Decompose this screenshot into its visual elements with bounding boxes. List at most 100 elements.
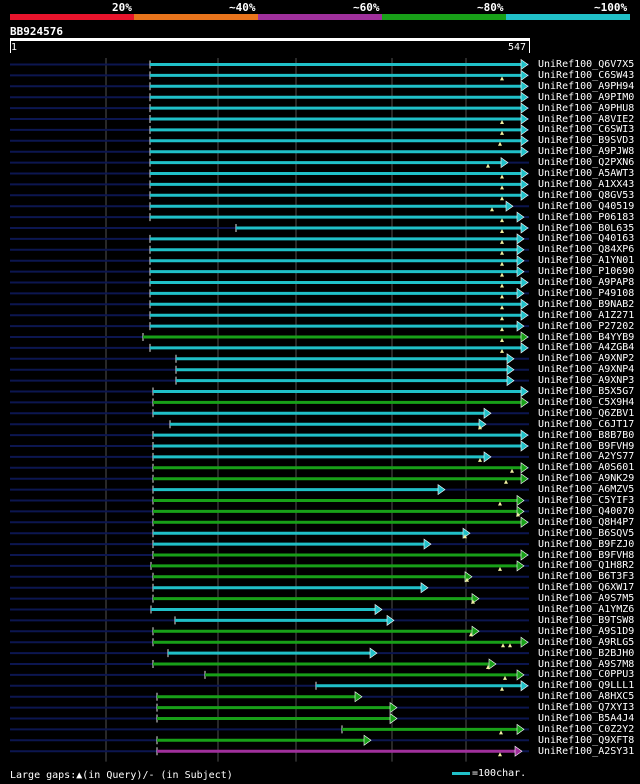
hit-arrow bbox=[483, 407, 492, 419]
hit-arrow bbox=[520, 396, 529, 408]
hit-label[interactable]: UniRef100_B9FVH9 bbox=[538, 440, 635, 452]
hit-label[interactable]: UniRef100_B5A4J4 bbox=[538, 713, 635, 724]
query-gap-icon bbox=[500, 196, 504, 201]
hit-arrow bbox=[514, 745, 523, 757]
hit-label[interactable]: UniRef100_C6SWI3 bbox=[538, 124, 635, 136]
hit-label[interactable]: UniRef100_Q9LLL1 bbox=[538, 680, 635, 692]
query-gap-icon bbox=[500, 283, 504, 288]
query-gap-icon bbox=[498, 501, 502, 506]
hit-label[interactable]: UniRef100_A1Z271 bbox=[538, 309, 635, 321]
hit-arrow bbox=[516, 723, 525, 735]
hit-label[interactable]: UniRef100_A9PH94 bbox=[538, 80, 635, 92]
hit-label[interactable]: UniRef100_B8B7B0 bbox=[538, 429, 635, 441]
hit-label[interactable]: UniRef100_C0PPU3 bbox=[538, 669, 635, 681]
hit-label[interactable]: UniRef100_Q84XP6 bbox=[538, 244, 635, 256]
hit-label[interactable]: UniRef100_A8VIE2 bbox=[538, 113, 635, 125]
hit-label[interactable]: UniRef100_B9SVD3 bbox=[538, 135, 635, 147]
hit-label[interactable]: UniRef100_B9FVH8 bbox=[538, 549, 635, 561]
legend-label-100: ~100% bbox=[594, 1, 628, 14]
hit-arrow bbox=[420, 582, 429, 594]
hit-label[interactable]: UniRef100_A2SY31 bbox=[538, 745, 635, 757]
hit-label[interactable]: UniRef100_B9TSW8 bbox=[538, 614, 635, 626]
hit-label[interactable]: UniRef100_B9FZJ0 bbox=[538, 538, 635, 550]
hit-label[interactable]: UniRef100_C5X9H4 bbox=[538, 396, 635, 408]
hit-arrow bbox=[520, 102, 529, 114]
hit-label[interactable]: UniRef100_A9XNP3 bbox=[538, 375, 635, 387]
hit-label[interactable]: UniRef100_Q6ZBV1 bbox=[538, 407, 635, 419]
hit-label[interactable]: UniRef100_B2BJH0 bbox=[538, 647, 635, 659]
hit-label[interactable]: UniRef100_C5YIF3 bbox=[538, 495, 635, 506]
query-gap-icon bbox=[499, 730, 503, 735]
query-gap-icon bbox=[503, 675, 507, 680]
hit-label[interactable]: UniRef100_A9NK29 bbox=[538, 473, 635, 485]
hit-arrow bbox=[520, 680, 529, 692]
hit-label[interactable]: UniRef100_P49108 bbox=[538, 287, 635, 299]
hit-label[interactable]: UniRef100_C0Z2Y2 bbox=[538, 723, 635, 735]
hit-label[interactable]: UniRef100_B9NAB2 bbox=[538, 298, 635, 310]
hit-label[interactable]: UniRef100_A9XNP4 bbox=[538, 364, 635, 376]
hit-label[interactable]: UniRef100_B5X5G7 bbox=[538, 386, 635, 397]
hit-label[interactable]: UniRef100_Q7XYI3 bbox=[538, 702, 635, 714]
hit-label[interactable]: UniRef100_A9PIM0 bbox=[538, 91, 635, 103]
hit-label[interactable]: UniRef100_A9S1D9 bbox=[538, 625, 635, 637]
hit-label[interactable]: UniRef100_A2YS77 bbox=[538, 451, 635, 463]
hit-label[interactable]: UniRef100_P27202 bbox=[538, 320, 635, 332]
hit-arrow bbox=[386, 614, 395, 626]
query-gap-icon bbox=[465, 577, 469, 582]
hit-label[interactable]: UniRef100_A6MZV5 bbox=[538, 484, 635, 496]
hit-label[interactable]: UniRef100_C6JT17 bbox=[538, 418, 635, 430]
hit-label[interactable]: UniRef100_Q1H8R2 bbox=[538, 560, 635, 572]
query-gap-icon bbox=[486, 665, 490, 669]
query-gap-icon bbox=[500, 239, 504, 244]
hit-label[interactable]: UniRef100_Q40519 bbox=[538, 200, 635, 212]
hit-label[interactable]: UniRef100_Q2PXN6 bbox=[538, 157, 635, 169]
query-id[interactable]: BB924576 bbox=[10, 25, 63, 38]
hit-label[interactable]: UniRef100_Q8GV53 bbox=[538, 189, 635, 201]
hit-arrow bbox=[520, 146, 529, 158]
hit-label[interactable]: UniRef100_C6SW43 bbox=[538, 69, 635, 81]
hit-label[interactable]: UniRef100_Q40163 bbox=[538, 233, 635, 245]
hit-label[interactable]: UniRef100_Q6XW17 bbox=[538, 582, 635, 594]
query-gap-icon bbox=[500, 686, 504, 691]
hit-label[interactable]: UniRef100_A0S601 bbox=[538, 462, 635, 474]
hit-label[interactable]: UniRef100_A9RLG5 bbox=[538, 636, 635, 648]
hit-label[interactable]: UniRef100_A4ZGB4 bbox=[538, 342, 635, 354]
hit-arrow bbox=[520, 440, 529, 452]
hit-label[interactable]: UniRef100_B0L635 bbox=[538, 222, 635, 234]
hit-label[interactable]: UniRef100_A1YMZ6 bbox=[538, 604, 635, 615]
hit-arrow bbox=[520, 113, 529, 125]
hit-label[interactable]: UniRef100_A5AWT3 bbox=[538, 168, 635, 179]
ruler-tick-end bbox=[529, 41, 530, 53]
hit-label[interactable]: UniRef100_A9S7M5 bbox=[538, 593, 635, 605]
query-gap-icon bbox=[500, 185, 504, 190]
hit-label[interactable]: UniRef100_A1YN01 bbox=[538, 255, 635, 267]
hit-label[interactable]: UniRef100_B6T3F3 bbox=[538, 571, 635, 583]
query-gap-icon bbox=[490, 207, 494, 212]
hit-label[interactable]: UniRef100_A9S7M8 bbox=[538, 658, 635, 670]
legend-label-60: ~60% bbox=[353, 1, 380, 14]
hit-arrow bbox=[483, 451, 492, 463]
hit-label[interactable]: UniRef100_Q9XFT8 bbox=[538, 734, 635, 746]
hit-arrow bbox=[471, 625, 480, 637]
scale-segment-40 bbox=[134, 14, 258, 20]
query-gap-icon bbox=[500, 261, 504, 266]
hit-label[interactable]: UniRef100_Q40070 bbox=[538, 505, 635, 517]
hit-arrow bbox=[516, 320, 525, 332]
hit-label[interactable]: UniRef100_A8HXC5 bbox=[538, 691, 635, 703]
hit-label[interactable]: UniRef100_Q6V7X5 bbox=[538, 59, 635, 70]
hit-label[interactable]: UniRef100_A9PAP8 bbox=[538, 277, 635, 288]
hit-label[interactable]: UniRef100_A9XNP2 bbox=[538, 353, 635, 365]
hit-label[interactable]: UniRef100_B6SQV5 bbox=[538, 527, 635, 539]
hit-label[interactable]: UniRef100_A9PJW8 bbox=[538, 146, 635, 158]
legend-label-20: 20% bbox=[112, 1, 132, 14]
hit-label[interactable]: UniRef100_B4YYB9 bbox=[538, 331, 635, 343]
hit-label[interactable]: UniRef100_A1XX43 bbox=[538, 178, 635, 190]
hit-label[interactable]: UniRef100_P10690 bbox=[538, 266, 635, 278]
hit-label[interactable]: UniRef100_A9PHU8 bbox=[538, 102, 635, 114]
hit-label[interactable]: UniRef100_Q8H4P7 bbox=[538, 516, 635, 528]
query-gap-icon bbox=[510, 468, 514, 473]
query-gap-icon bbox=[500, 327, 504, 332]
query-gap-icon bbox=[500, 294, 504, 299]
hit-label[interactable]: UniRef100_P06183 bbox=[538, 211, 635, 223]
scale-key: =100char. bbox=[452, 768, 526, 779]
